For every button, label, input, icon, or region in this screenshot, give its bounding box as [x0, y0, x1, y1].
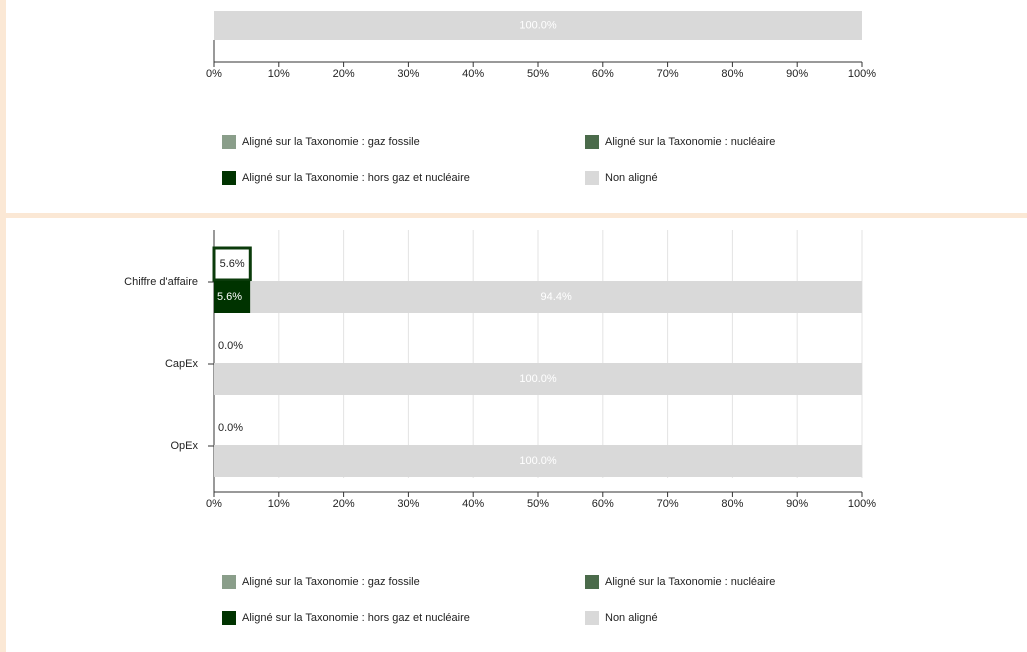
- legend-label: Non aligné: [605, 612, 658, 624]
- x-tick-label: 40%: [462, 68, 484, 80]
- x-tick-label: 70%: [657, 498, 679, 510]
- x-tick-label: 50%: [527, 68, 549, 80]
- x-tick-label: 70%: [657, 68, 679, 80]
- legend-swatch: [222, 135, 236, 149]
- y-tick-label: CapEx: [165, 358, 199, 370]
- segment-label: 5.6%: [217, 291, 242, 303]
- panel-divider: [0, 213, 1027, 218]
- legend-label: Aligné sur la Taxonomie : hors gaz et nu…: [242, 612, 470, 624]
- x-tick-label: 30%: [397, 498, 419, 510]
- x-tick-label: 90%: [786, 68, 808, 80]
- x-tick-label: 90%: [786, 498, 808, 510]
- legend-swatch: [585, 171, 599, 185]
- outline-label: 0.0%: [218, 340, 243, 352]
- x-tick-label: 30%: [397, 68, 419, 80]
- legend-swatch: [222, 611, 236, 625]
- left-stripe: [0, 0, 6, 652]
- legend-swatch: [585, 575, 599, 589]
- legend-label: Aligné sur la Taxonomie : nucléaire: [605, 576, 775, 588]
- bar-segment: [214, 281, 251, 313]
- x-tick-label: 100%: [848, 498, 876, 510]
- segment-label: 100.0%: [519, 373, 557, 385]
- legend-label: Non aligné: [605, 172, 658, 184]
- x-tick-label: 0%: [206, 498, 222, 510]
- x-tick-label: 100%: [848, 68, 876, 80]
- outline-label: 5.6%: [220, 258, 245, 270]
- segment-label: 100.0%: [519, 19, 557, 31]
- segment-label: 100.0%: [519, 455, 557, 467]
- x-tick-label: 20%: [333, 498, 355, 510]
- bar-segment: [214, 363, 862, 395]
- x-tick-label: 50%: [527, 498, 549, 510]
- x-tick-label: 60%: [592, 498, 614, 510]
- x-tick-label: 10%: [268, 498, 290, 510]
- x-tick-label: 80%: [721, 498, 743, 510]
- bar-segment: [214, 445, 862, 477]
- bar-segment: [214, 11, 862, 40]
- outline-bar: [212, 246, 252, 282]
- x-tick-label: 20%: [333, 68, 355, 80]
- x-tick-label: 40%: [462, 498, 484, 510]
- legend-swatch: [222, 171, 236, 185]
- legend-swatch: [585, 611, 599, 625]
- y-tick-label: Chiffre d'affaire: [124, 276, 198, 288]
- outline-label: 0.0%: [218, 422, 243, 434]
- bar-segment: [250, 281, 863, 313]
- legend-swatch: [222, 575, 236, 589]
- segment-label: 94.4%: [541, 291, 572, 303]
- legend-label: Aligné sur la Taxonomie : nucléaire: [605, 136, 775, 148]
- x-tick-label: 0%: [206, 68, 222, 80]
- legend-label: Aligné sur la Taxonomie : hors gaz et nu…: [242, 172, 470, 184]
- x-tick-label: 10%: [268, 68, 290, 80]
- legend-label: Aligné sur la Taxonomie : gaz fossile: [242, 576, 420, 588]
- x-tick-label: 60%: [592, 68, 614, 80]
- y-tick-label: OpEx: [170, 440, 198, 452]
- legend-swatch: [585, 135, 599, 149]
- x-tick-label: 80%: [721, 68, 743, 80]
- legend-label: Aligné sur la Taxonomie : gaz fossile: [242, 136, 420, 148]
